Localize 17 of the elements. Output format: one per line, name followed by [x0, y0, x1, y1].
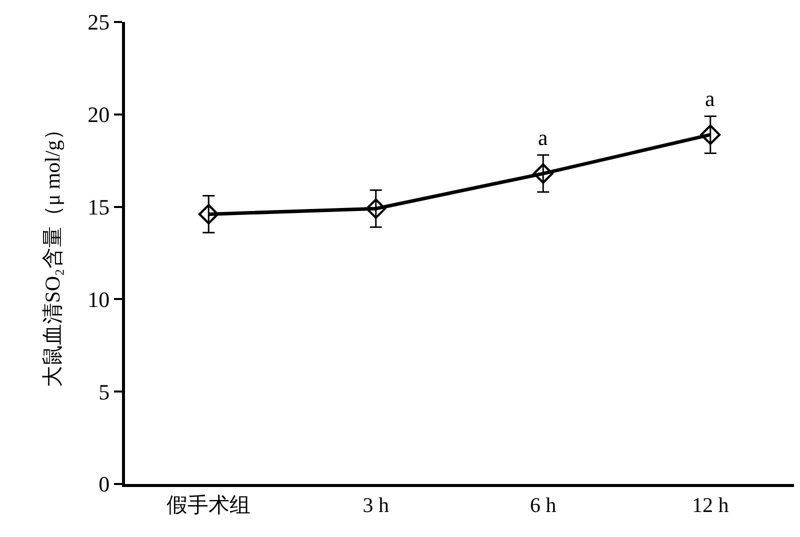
- x-tick-label: 12 h: [692, 493, 730, 518]
- y-tick-label: 5: [98, 379, 110, 404]
- x-tick-label: 3 h: [362, 493, 390, 518]
- point: [532, 163, 554, 184]
- x-tick-label: 6 h: [530, 493, 557, 518]
- point: [366, 198, 386, 219]
- y-tick-label: 15: [88, 194, 110, 220]
- x-tick-label: 假手术组: [166, 493, 251, 518]
- y-tick-label: 0: [98, 472, 110, 497]
- y-tick-label: 10: [88, 286, 110, 312]
- point: [198, 204, 219, 224]
- y-tick-label: 20: [88, 102, 110, 128]
- point: [700, 124, 721, 145]
- y-tick-label: 25: [88, 10, 110, 35]
- annotation: a: [705, 86, 715, 111]
- annotation: a: [538, 125, 548, 150]
- y-axis-title: 大鼠血清SO₂含量（μ mol/g）: [40, 119, 65, 387]
